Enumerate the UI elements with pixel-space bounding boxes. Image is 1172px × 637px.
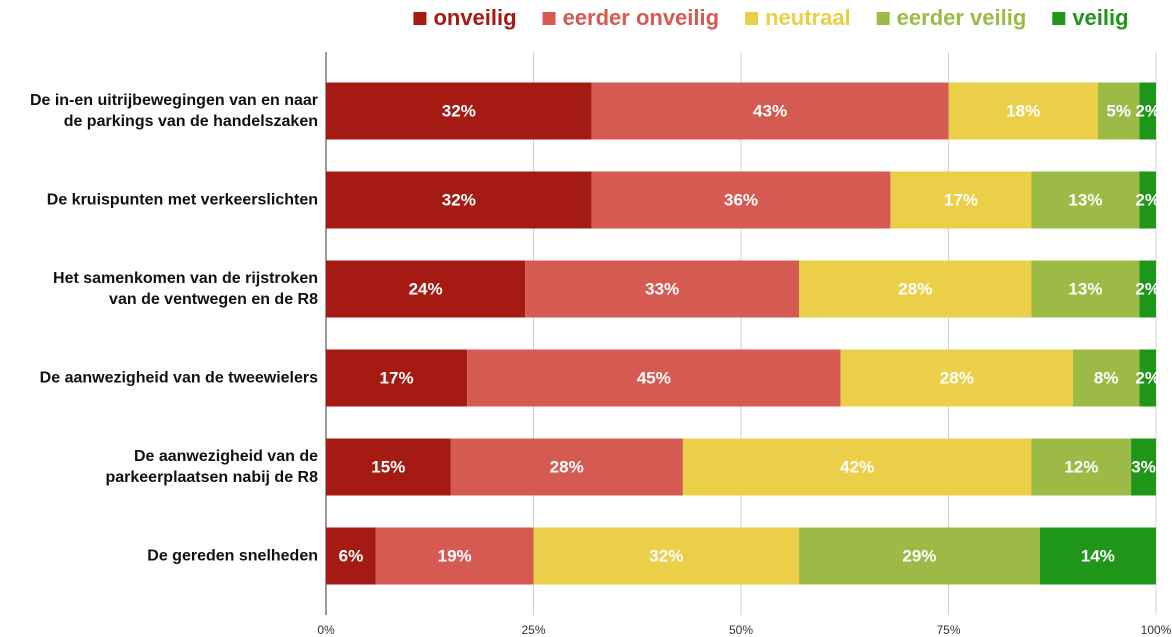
category-label: De aanwezigheid van de parkeerplaatsen n…	[105, 448, 318, 486]
bar-segment	[375, 527, 534, 585]
data-label: 6%	[339, 546, 364, 565]
bar-segment	[799, 527, 1040, 585]
data-label: 17%	[380, 368, 414, 387]
legend-label: eerder onveilig	[563, 5, 720, 30]
bar-segment	[326, 82, 592, 140]
bar-segment	[682, 438, 1032, 496]
data-label: 12%	[1064, 457, 1098, 476]
category-label: De aanwezigheid van de tweewielers	[39, 369, 318, 387]
data-label: 8%	[1094, 368, 1119, 387]
bar-segment	[1031, 171, 1140, 229]
bar-segment	[326, 171, 592, 229]
bar-segment	[1139, 171, 1156, 229]
category-label: De gereden snelheden	[147, 547, 318, 565]
data-label: 32%	[442, 101, 476, 120]
bar-segment	[326, 260, 526, 318]
legend-swatch	[876, 12, 890, 25]
data-label: 2%	[1135, 101, 1160, 120]
data-label: 36%	[724, 190, 758, 209]
data-label: 5%	[1106, 101, 1131, 120]
bar-segment	[326, 527, 376, 585]
legend-label: onveilig	[433, 5, 516, 30]
legend-label: veilig	[1072, 5, 1128, 30]
bar-segment	[1131, 438, 1156, 496]
legend-item: eerder veilig	[876, 5, 1027, 30]
bar-segment	[591, 82, 949, 140]
data-label: 28%	[550, 457, 584, 476]
x-tick-label: 75%	[936, 623, 960, 637]
legend-item: onveilig	[413, 5, 517, 30]
bar-segment	[799, 260, 1032, 318]
data-label: 43%	[753, 101, 787, 120]
bar-segment	[450, 438, 683, 496]
data-label: 2%	[1135, 368, 1160, 387]
legend-swatch	[745, 12, 759, 25]
legend-item: eerder onveilig	[542, 5, 720, 30]
data-label: 18%	[1006, 101, 1040, 120]
legend-swatch	[413, 12, 427, 25]
data-label: 24%	[409, 279, 443, 298]
bar-segment	[948, 82, 1098, 140]
data-label: 32%	[649, 546, 683, 565]
legend-swatch	[542, 12, 556, 25]
data-label: 2%	[1135, 190, 1160, 209]
legend-swatch	[1052, 12, 1066, 25]
data-label: 33%	[645, 279, 679, 298]
legend-item: neutraal	[745, 5, 851, 30]
category-label: Het samenkomen van de rijstroken van de …	[53, 270, 318, 308]
legend-label: eerder veilig	[897, 5, 1027, 30]
x-tick-label: 100%	[1141, 623, 1172, 637]
category-label: De kruispunten met verkeerslichten	[46, 191, 318, 209]
x-tick-label: 50%	[729, 623, 753, 637]
x-tick-label: 0%	[317, 623, 335, 637]
bar-segment	[1039, 527, 1156, 585]
data-label: 13%	[1068, 190, 1102, 209]
bar-segment	[525, 260, 800, 318]
data-label: 29%	[902, 546, 936, 565]
bar-segment	[840, 349, 1073, 407]
bar-segment	[1031, 438, 1132, 496]
bar-segment	[1031, 260, 1140, 318]
data-label: 3%	[1131, 457, 1156, 476]
bar-segment	[1139, 349, 1156, 407]
category-label: De in-en uitrijbewegingen van en naar de…	[29, 92, 318, 130]
x-tick-label: 25%	[521, 623, 545, 637]
bar-segment	[591, 171, 891, 229]
data-label: 14%	[1081, 546, 1115, 565]
bar-segment	[1139, 82, 1156, 140]
data-label: 13%	[1068, 279, 1102, 298]
legend-label: neutraal	[765, 5, 851, 30]
legend-item: veilig	[1052, 5, 1129, 30]
bar-segment	[326, 349, 468, 407]
bar-segment	[890, 171, 1032, 229]
bar-segment	[1073, 349, 1140, 407]
bar-segment	[1097, 82, 1140, 140]
bar-segment	[326, 438, 451, 496]
bar-segment	[467, 349, 841, 407]
data-label: 2%	[1135, 279, 1160, 298]
data-label: 17%	[944, 190, 978, 209]
data-label: 42%	[840, 457, 874, 476]
data-label: 28%	[940, 368, 974, 387]
data-label: 15%	[371, 457, 405, 476]
bar-segment	[1139, 260, 1156, 318]
data-label: 32%	[442, 190, 476, 209]
data-label: 45%	[637, 368, 671, 387]
data-label: 28%	[898, 279, 932, 298]
data-label: 19%	[438, 546, 472, 565]
bar-segment	[533, 527, 800, 585]
